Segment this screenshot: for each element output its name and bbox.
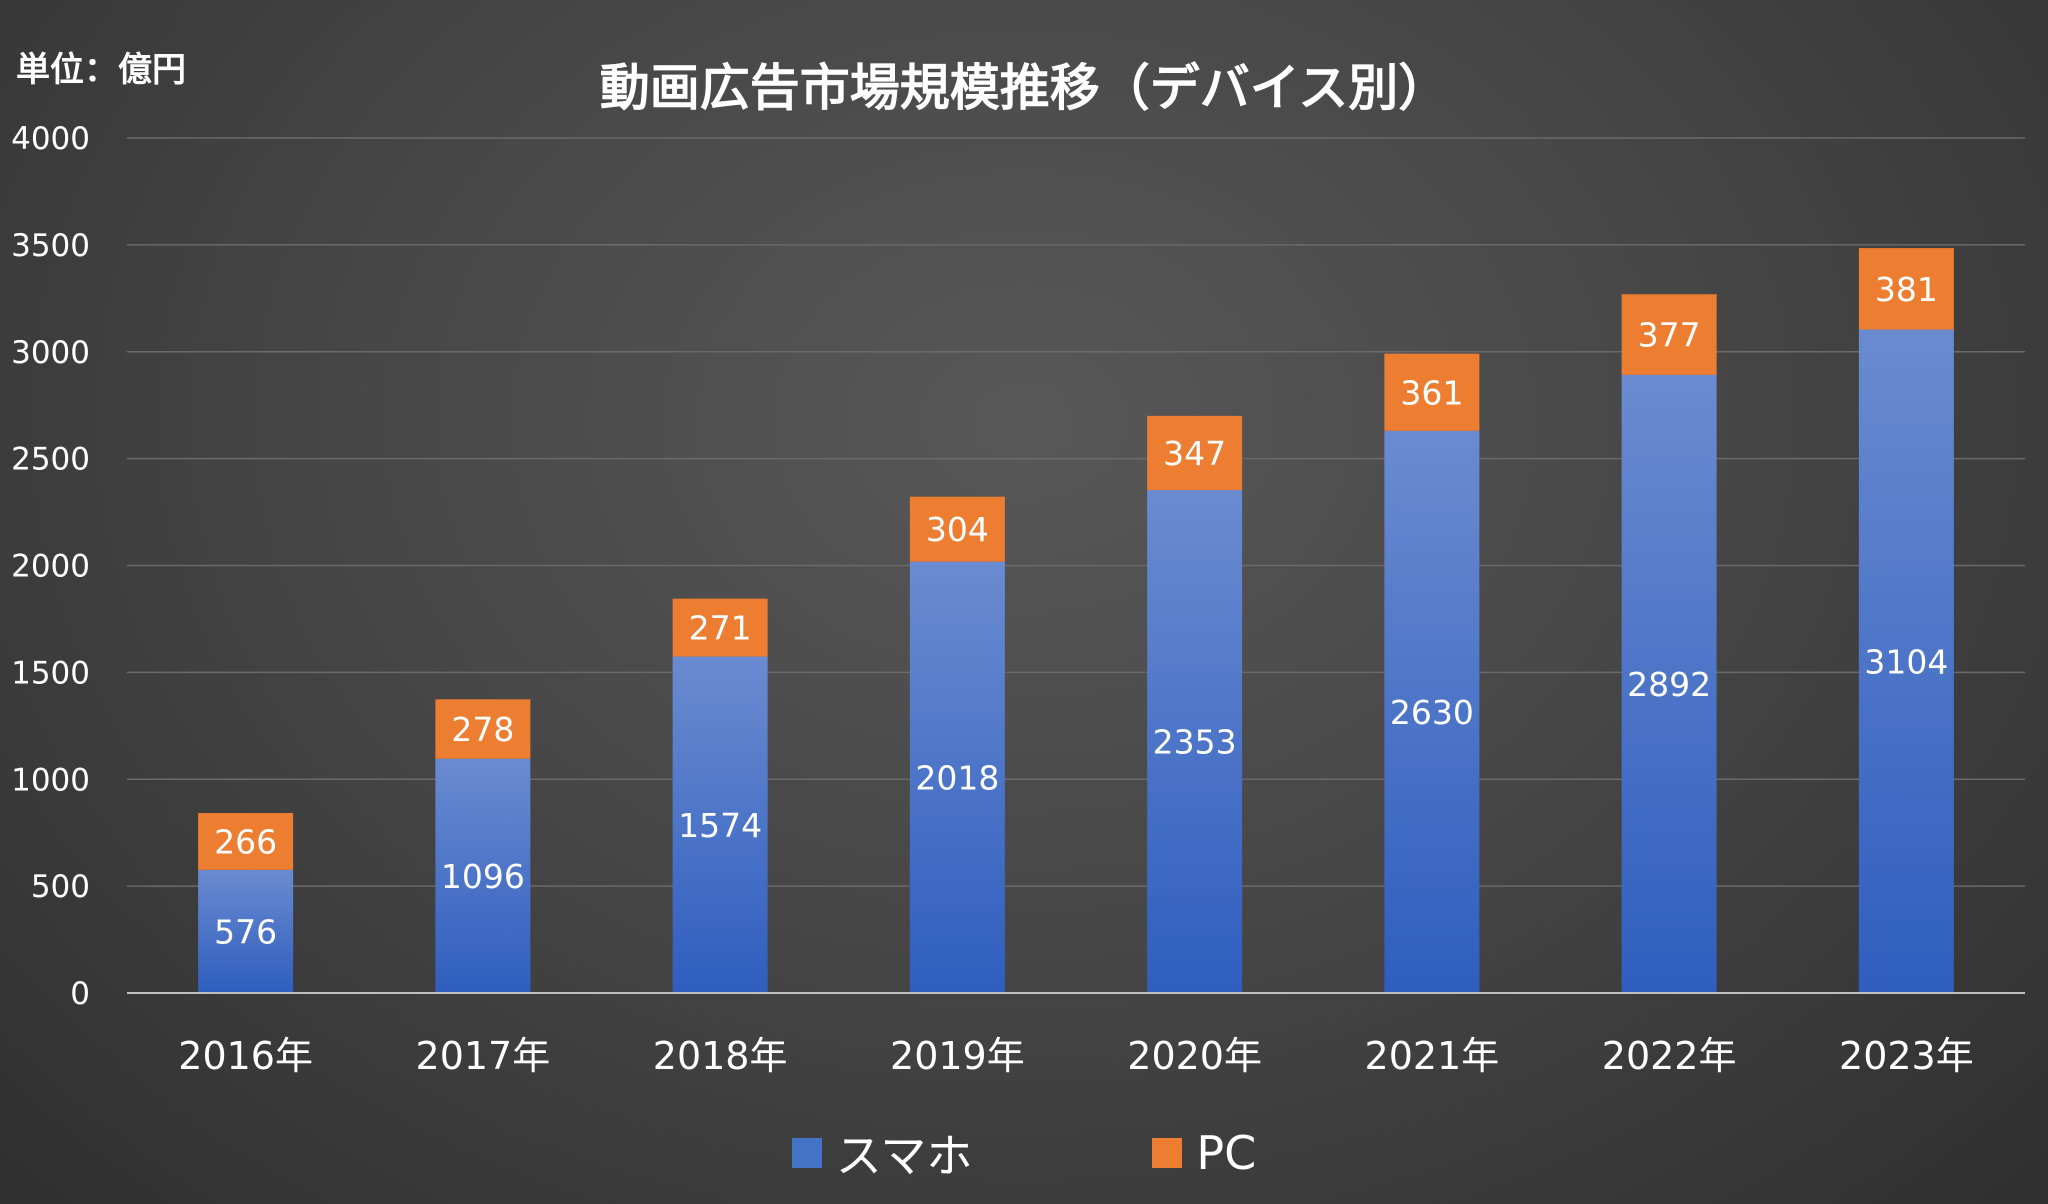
bar-smartphone [435,758,531,993]
data-labels: 576 266 1096 278 1574 271 2018 304 2353 347 2630 36… [214,270,1948,952]
x-category-label: 2022年 [1602,1034,1737,1078]
bar-pc [1384,353,1480,431]
gridlines [127,137,2025,887]
y-tick-label: 4000 [11,121,90,157]
bar-smartphone [198,869,294,993]
data-label-pc: 347 [1163,434,1226,473]
y-tick-label: 3500 [11,228,90,264]
y-axis-ticks: 0 500 1000 1500 2000 2500 3000 3500 4000 [11,121,90,1012]
chart-title: 動画広告市場規模推移（デバイス別） [599,59,1449,117]
bar-pc [1858,248,1954,330]
x-axis-categories: 2016年 2017年 2018年 2019年 2020年 2021年 2022年 2023年 [178,1034,1973,1078]
unit-label: 単位：億円 [16,50,186,90]
data-label-smartphone: 2018 [915,758,999,797]
y-tick-label: 3000 [11,335,90,371]
data-label-smartphone: 1096 [441,857,525,896]
data-label-pc: 271 [689,609,752,648]
x-category-label: 2018年 [653,1034,788,1078]
legend-item-smartphone: スマホ [791,1120,973,1186]
legend: スマホ PC [0,1120,2048,1186]
data-label-smartphone: 2353 [1153,723,1237,762]
data-label-smartphone: 576 [214,912,277,951]
bar-smartphone [1384,430,1480,993]
y-tick-label: 500 [31,869,90,905]
y-tick-label: 2000 [11,549,90,585]
x-category-label: 2020年 [1127,1034,1262,1078]
data-label-pc: 304 [926,510,989,549]
y-tick-label: 1500 [11,655,90,691]
y-tick-label: 1000 [11,762,90,798]
bar-pc [909,496,1005,562]
bar-smartphone [1147,490,1243,993]
data-label-pc: 381 [1875,270,1938,309]
legend-item-pc: PC [1152,1120,1256,1186]
data-label-pc: 361 [1400,373,1463,412]
data-label-pc: 377 [1638,316,1701,355]
data-label-smartphone: 1574 [678,806,762,845]
x-category-label: 2016年 [178,1034,313,1078]
bar-smartphone [1858,329,1954,993]
legend-label-pc: PC [1196,1126,1257,1180]
legend-label-smartphone: スマホ [835,1129,973,1183]
data-label-smartphone: 2892 [1627,665,1711,704]
data-label-pc: 278 [451,710,514,749]
bar-pc [435,699,531,759]
x-category-label: 2023年 [1839,1034,1974,1078]
bar-pc [1621,294,1717,375]
legend-swatch-pc [1152,1138,1183,1168]
legend-swatch-smartphone [791,1138,822,1168]
x-category-label: 2017年 [416,1034,551,1078]
bar-smartphone [672,656,768,993]
data-label-pc: 266 [214,822,277,861]
bar-pc [1147,415,1243,491]
data-label-smartphone: 3104 [1864,642,1948,681]
x-category-label: 2021年 [1365,1034,1500,1078]
bar-smartphone [1621,374,1717,994]
y-tick-label: 2500 [11,442,90,478]
x-category-label: 2019年 [890,1034,1025,1078]
data-label-smartphone: 2630 [1390,693,1474,732]
bar-pc [672,598,768,657]
bars [198,248,1954,994]
bar-pc [198,813,294,870]
y-tick-label: 0 [70,976,90,1012]
bar-smartphone [909,561,1005,993]
